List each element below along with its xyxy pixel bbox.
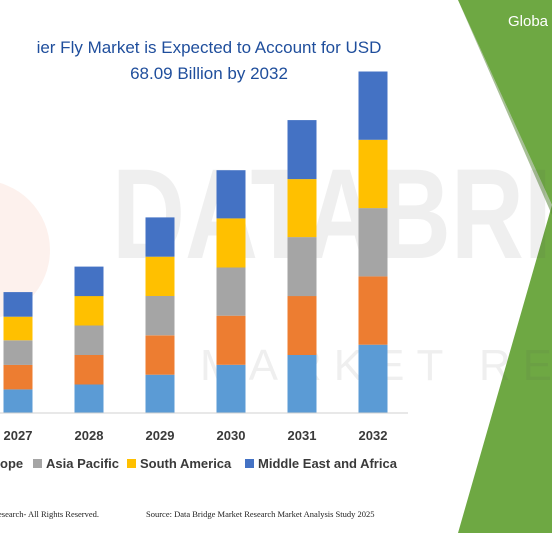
bar-segment-2029-series-1: [145, 335, 175, 375]
legend-label-asia-pacific: Asia Pacific: [46, 456, 119, 471]
legend-label-europe: ope: [0, 456, 24, 471]
legend-item-europe: ope: [0, 456, 23, 471]
side-label: Globa: [508, 13, 549, 30]
bar-segment-2031-series-2: [287, 237, 317, 297]
x-tick-label-2030: 2030: [217, 428, 246, 443]
bar-segment-2030-series-1: [216, 315, 246, 365]
bar-segment-2027-series-4: [3, 292, 33, 317]
bar-segment-2029-series-3: [145, 256, 175, 296]
bar-segment-2030-series-3: [216, 218, 246, 268]
bar-segment-2028-series-1: [74, 355, 104, 385]
bar-segment-2032-series-2: [358, 208, 388, 277]
bar-segment-2030-series-4: [216, 170, 246, 219]
bar-segment-2028-series-2: [74, 325, 104, 355]
watermark-line1: DATABRI: [112, 143, 552, 286]
watermark-logo: [0, 182, 50, 318]
x-tick-label-2027: 2027: [4, 428, 33, 443]
x-tick-label-2029: 2029: [146, 428, 175, 443]
x-tick-label-2032: 2032: [359, 428, 388, 443]
bar-segment-2028-series-4: [74, 266, 104, 297]
legend-swatch-asia-pacific: [33, 459, 42, 468]
bar-segment-2032-series-0: [358, 344, 388, 413]
green-panel-shadow: [458, 0, 552, 215]
bar-segment-2031-series-4: [287, 120, 317, 180]
bar-segment-2027-series-1: [3, 364, 33, 390]
bar-segment-2028-series-3: [74, 296, 104, 326]
legend-item-asia-pacific: Asia Pacific: [33, 456, 119, 471]
chart-title-line1: ier Fly Market is Expected to Account fo…: [36, 38, 382, 57]
legend-swatch-middle-east-africa: [245, 459, 254, 468]
legend-item-south-america: South America: [127, 456, 231, 471]
x-tick-labels: 2027 2028 2029 2030 2031 2032: [4, 428, 388, 443]
chart-title-line2: 68.09 Billion by 2032: [130, 64, 288, 83]
green-panel: [458, 0, 552, 533]
bar-segment-2027-series-0: [3, 389, 33, 413]
bars-layer: [3, 71, 388, 413]
legend-label-south-america: South America: [140, 456, 232, 471]
footer-copyright: esearch- All Rights Reserved.: [0, 509, 100, 519]
watermark: DATABRI MARKET RE: [112, 143, 552, 390]
bar-segment-2027-series-2: [3, 340, 33, 365]
bar-segment-2028-series-0: [74, 384, 104, 413]
bar-segment-2031-series-1: [287, 296, 317, 355]
bar-segment-2027-series-3: [3, 316, 33, 341]
x-tick-label-2028: 2028: [75, 428, 104, 443]
bar-segment-2031-series-0: [287, 355, 317, 413]
bar-segment-2030-series-0: [216, 364, 246, 413]
bar-segment-2029-series-2: [145, 296, 175, 336]
bar-segment-2029-series-0: [145, 374, 175, 413]
bar-segment-2032-series-4: [358, 71, 388, 140]
bar-segment-2029-series-4: [145, 217, 175, 257]
legend-label-middle-east-africa: Middle East and Africa: [258, 456, 397, 471]
bar-segment-2032-series-1: [358, 276, 388, 345]
bar-segment-2031-series-3: [287, 179, 317, 238]
legend-item-middle-east-africa: Middle East and Africa: [245, 456, 397, 471]
legend-swatch-south-america: [127, 459, 136, 468]
bar-segment-2032-series-3: [358, 139, 388, 209]
footer-source: Source: Data Bridge Market Research Mark…: [146, 509, 375, 519]
bar-segment-2030-series-2: [216, 267, 246, 316]
x-tick-label-2031: 2031: [288, 428, 317, 443]
